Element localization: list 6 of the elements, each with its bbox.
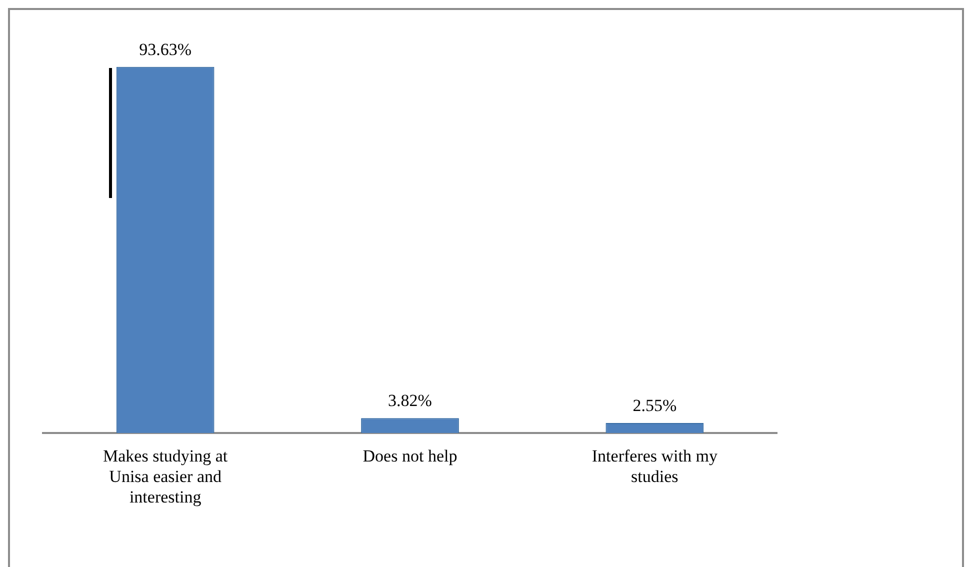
x-tick-label: Does not help (362, 446, 458, 466)
data-label: 3.82% (388, 391, 432, 410)
x-tick-label: Interferes with my studies (592, 446, 718, 486)
x-tick-label: Makes studying at Unisa easier and interesting (103, 446, 228, 506)
data-label: 2.55% (632, 396, 677, 415)
data-label: 93.63% (139, 40, 192, 59)
